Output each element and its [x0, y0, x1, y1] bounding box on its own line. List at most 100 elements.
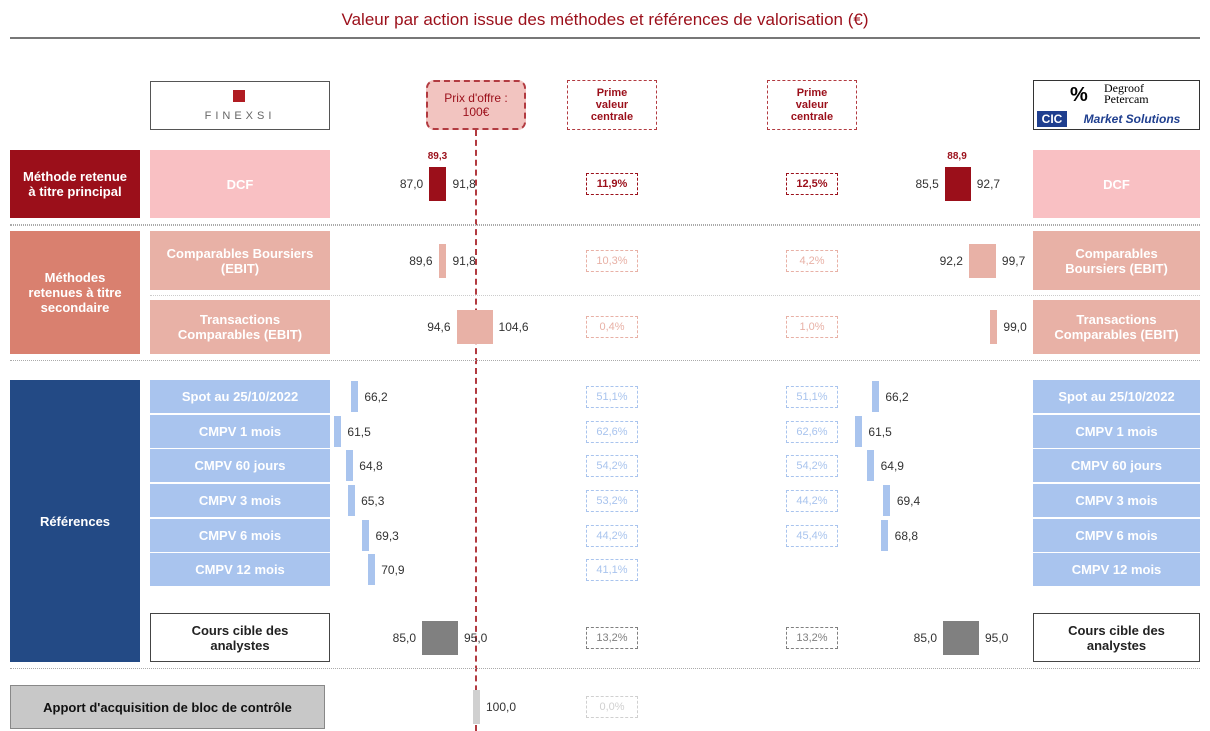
market-text: Market Solutions: [1083, 112, 1181, 126]
separator: [10, 668, 1200, 669]
range-bar: [438, 243, 447, 278]
value-label: 70,9: [381, 562, 405, 577]
finexsi-text: FINEXSI: [204, 110, 276, 122]
row-label: CMPV 12 mois: [150, 553, 330, 586]
row-label: CMPV 1 mois: [1033, 415, 1200, 448]
degroof-icon: %: [1070, 84, 1088, 106]
premium-box: 62,6%: [786, 420, 838, 443]
row-label: CMPV 6 mois: [1033, 519, 1200, 552]
premium-box: 44,2%: [786, 489, 838, 512]
value-bar: [333, 416, 341, 447]
value-label: 91,8: [452, 253, 476, 268]
premium-box: 0,0%: [586, 696, 638, 718]
value-label: 68,8: [894, 528, 919, 543]
value-label: 95,0: [464, 630, 488, 645]
premium-box: 44,2%: [586, 524, 638, 547]
value-label: 61,5: [868, 424, 892, 439]
group-label: Références: [10, 380, 140, 662]
value-label: 64,9: [880, 458, 904, 473]
premium-box: 45,4%: [786, 524, 838, 547]
range-bar: [944, 167, 971, 201]
value-label: 66,2: [364, 389, 388, 404]
row-label: CMPV 3 mois: [150, 484, 330, 517]
value-label: 104,6: [498, 320, 529, 334]
row-label: Transactions Comparables (EBIT): [150, 300, 330, 354]
finexsi-logo: FINEXSI: [150, 81, 330, 130]
value-bar: [871, 381, 879, 412]
value-label: 95,0: [985, 630, 1009, 645]
range-bar: [968, 243, 996, 278]
range-bar: [943, 620, 979, 655]
premium-box: 62,6%: [586, 420, 638, 443]
degroof-text: Degroof Petercam: [1104, 81, 1149, 106]
cic-text: CIC: [1037, 111, 1067, 127]
row-label: DCF: [1033, 150, 1200, 218]
premium-box: 54,2%: [586, 454, 638, 477]
value-label: 92,2: [939, 253, 963, 268]
value-label: 99,0: [1003, 320, 1027, 334]
value-bar: [472, 690, 480, 724]
value-label: 69,4: [896, 493, 921, 508]
row-label: CMPV 60 jours: [150, 449, 330, 482]
value-label: 87,0: [399, 177, 424, 191]
value-bar: [361, 520, 369, 551]
row-label: DCF: [150, 150, 330, 218]
separator: [10, 224, 1200, 225]
row-label: CMPV 12 mois: [1033, 553, 1200, 586]
offer-price-box: Prix d'offre : 100€: [426, 80, 526, 130]
range-bar: [456, 310, 493, 344]
value-label: 100,0: [486, 700, 517, 714]
premium-header: Prime valeur centrale: [767, 80, 857, 130]
row-label: Spot au 25/10/2022: [150, 380, 330, 413]
premium-box: 10,3%: [586, 249, 638, 272]
row-label: Cours cible des analystes: [1033, 613, 1200, 662]
premium-box: 51,1%: [786, 385, 838, 408]
central-label: 88,9: [947, 151, 967, 162]
premium-box: 41,1%: [586, 558, 638, 581]
row-label: Transactions Comparables (EBIT): [1033, 300, 1200, 354]
premium-box: 53,2%: [586, 489, 638, 512]
value-bar: [854, 416, 862, 447]
value-bar: [367, 554, 375, 585]
premium-box: 11,9%: [586, 173, 638, 195]
value-label: 66,2: [885, 389, 909, 404]
title: Valeur par action issue des méthodes et …: [341, 10, 869, 29]
value-label: 85,5: [915, 177, 939, 191]
value-label: 85,0: [392, 630, 416, 645]
premium-box: 12,5%: [786, 173, 838, 195]
value-bar: [883, 485, 891, 516]
row-label: Cours cible des analystes: [150, 613, 330, 662]
separator: [10, 225, 1200, 226]
value-label: 94,6: [427, 320, 451, 334]
row-label: Comparables Boursiers (EBIT): [1033, 231, 1200, 290]
finexsi-icon: [233, 90, 245, 102]
range-bar: [422, 620, 458, 655]
group-label: Méthode retenue à titre principal: [10, 150, 140, 218]
row-label: CMPV 1 mois: [150, 415, 330, 448]
range-bar: [429, 167, 447, 201]
value-bar: [989, 310, 997, 344]
value-label: 64,8: [359, 458, 383, 473]
control-label: Apport d'acquisition de bloc de contrôle: [10, 685, 325, 729]
value-label: 69,3: [375, 528, 399, 543]
value-bar: [881, 520, 889, 551]
premium-box: 4,2%: [786, 249, 838, 272]
premium-header: Prime valeur centrale: [567, 80, 657, 130]
premium-box: 54,2%: [786, 454, 838, 477]
row-label: Comparables Boursiers (EBIT): [150, 231, 330, 290]
value-bar: [345, 450, 353, 481]
value-bar: [350, 381, 358, 412]
separator: [150, 295, 1200, 296]
value-label: 99,7: [1001, 253, 1026, 268]
row-label: CMPV 3 mois: [1033, 484, 1200, 517]
value-label: 92,7: [976, 177, 1001, 191]
value-label: 65,3: [361, 493, 385, 508]
value-label: 85,0: [913, 630, 937, 645]
central-label: 89,3: [427, 151, 448, 162]
offer-price-line: [475, 130, 477, 731]
row-label: Spot au 25/10/2022: [1033, 380, 1200, 413]
premium-box: 51,1%: [586, 385, 638, 408]
premium-box: 13,2%: [786, 626, 838, 649]
title-rule: [10, 37, 1200, 39]
